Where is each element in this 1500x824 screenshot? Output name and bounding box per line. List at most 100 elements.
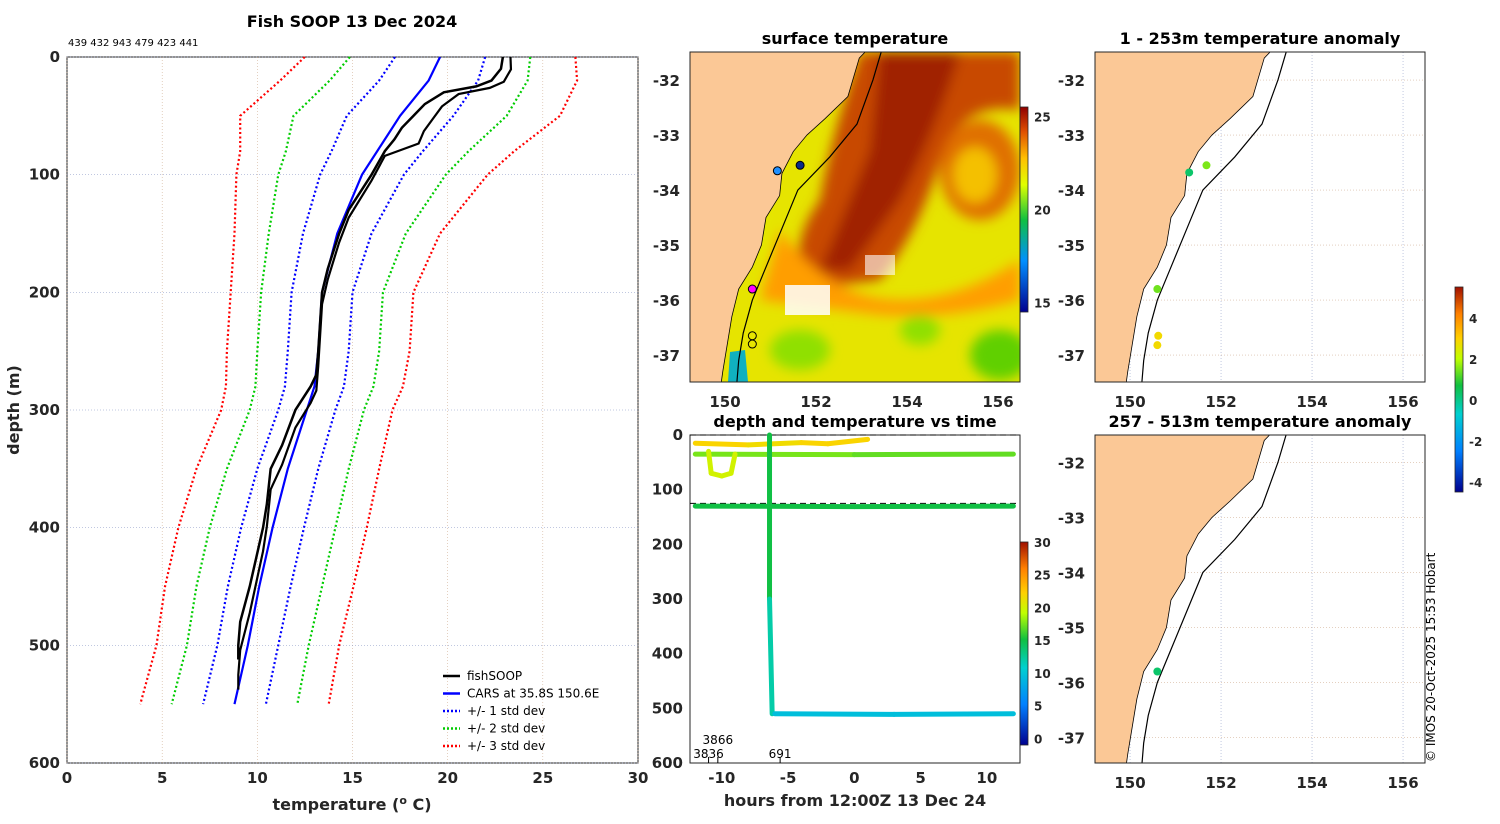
- anomaly-colorbar-tick: 0: [1469, 394, 1477, 408]
- land: [690, 52, 866, 382]
- temp-colorbar: [1019, 541, 1029, 746]
- annotation-label: 691: [769, 747, 792, 761]
- hours-tick-label: 10: [976, 769, 997, 787]
- depth-time-xlabel: hours from 12:00Z 13 Dec 24: [724, 791, 986, 810]
- anomaly-colorbar-tick: 2: [1469, 353, 1477, 367]
- annotation-label: 3866: [703, 733, 734, 747]
- temp-colorbar-tick: 30: [1034, 536, 1051, 550]
- x-tick-label: 30: [628, 769, 649, 787]
- std-dev-2-line: [170, 56, 351, 705]
- lat-tick-label: -35: [1058, 620, 1085, 638]
- std-dev-3-line: [327, 56, 579, 705]
- lat-tick-label: -32: [1058, 455, 1085, 473]
- x-tick-label: 25: [532, 769, 553, 787]
- anomaly-marker: [1153, 341, 1162, 350]
- profile-panel: Fish SOOP 13 Dec 2024 439 432 943 479 42…: [4, 12, 648, 814]
- hours-tick-label: 0: [849, 769, 859, 787]
- lat-tick-label: -33: [1058, 127, 1085, 145]
- anomaly-marker: [1154, 331, 1163, 340]
- temp-colorbar-tick: 15: [1034, 634, 1051, 648]
- temp-colorbar-tick: 5: [1034, 700, 1042, 714]
- legend-label: +/- 2 std dev: [467, 722, 545, 736]
- track-segment: [825, 436, 871, 447]
- temp-colorbar-tick: 0: [1034, 732, 1042, 746]
- lat-tick-label: -33: [1058, 510, 1085, 528]
- track-segment: [706, 448, 714, 476]
- track-segment: [851, 503, 1016, 510]
- land: [1095, 435, 1271, 763]
- lon-tick-label: 156: [1387, 393, 1418, 411]
- lat-tick-label: -32: [653, 72, 680, 90]
- sst-field: [690, 52, 1020, 382]
- lat-tick-label: -36: [1058, 292, 1085, 310]
- fishsoop-line: [237, 56, 505, 660]
- annotation-label: 3836: [693, 747, 724, 761]
- std-dev-3-line: [139, 56, 306, 705]
- lon-tick-label: 152: [1205, 774, 1236, 792]
- lat-tick-label: -36: [653, 292, 680, 310]
- anomaly-deep-title: 257 - 513m temperature anomaly: [1109, 412, 1412, 431]
- legend-label: +/- 1 std dev: [467, 704, 545, 718]
- anomaly-colorbar: [1454, 286, 1464, 493]
- lon-tick-label: 156: [1387, 774, 1418, 792]
- sst-title: surface temperature: [762, 29, 949, 48]
- anomaly-shallow-panel: 1 - 253m temperature anomaly 150 152 154 15…: [1058, 29, 1426, 411]
- lat-tick-label: -34: [653, 182, 680, 200]
- y-tick-label: 500: [29, 636, 60, 654]
- fishsoop-line-2: [237, 56, 513, 690]
- hours-tick-label: -5: [780, 769, 797, 787]
- lon-tick-label: 154: [1296, 774, 1327, 792]
- depth-tick-label: 0: [673, 426, 683, 444]
- track-segment: [891, 711, 1016, 717]
- track-segment: [692, 451, 857, 458]
- track-segment: [798, 440, 831, 447]
- anomaly-deep-panel: 257 - 513m temperature anomaly 150 152 154…: [1058, 412, 1426, 792]
- lon-tick-label: 150: [709, 393, 740, 411]
- depth-tick-label: 600: [652, 754, 683, 772]
- x-tick-label: 10: [247, 769, 268, 787]
- legend-label: fishSOOP: [467, 669, 522, 683]
- std-dev-1-line: [264, 56, 487, 705]
- track-segment: [745, 440, 804, 448]
- isobath-line: [1141, 52, 1287, 382]
- legend-label: CARS at 35.8S 150.6E: [467, 687, 599, 701]
- lat-tick-label: -37: [1058, 347, 1085, 365]
- profile-ylabel: depth (m): [4, 365, 23, 455]
- anomaly-colorbar-tick: 4: [1469, 312, 1477, 326]
- legend: fishSOOP CARS at 35.8S 150.6E +/- 1 std de…: [443, 669, 599, 753]
- lat-tick-label: -35: [1058, 237, 1085, 255]
- station-marker: [747, 284, 757, 294]
- profile-title: Fish SOOP 13 Dec 2024: [247, 12, 457, 31]
- lon-tick-label: 154: [891, 393, 922, 411]
- lon-tick-label: 156: [982, 393, 1013, 411]
- anomaly-colorbar-tick: -2: [1469, 435, 1482, 449]
- temp-colorbar-tick: 20: [1034, 601, 1051, 615]
- x-tick-label: 0: [62, 769, 72, 787]
- track-segment: [772, 711, 897, 717]
- y-tick-label: 300: [29, 401, 60, 419]
- temp-colorbar-tick: 25: [1034, 569, 1051, 583]
- depth-time-title: depth and temperature vs time: [713, 412, 996, 431]
- lat-tick-label: -34: [1058, 182, 1085, 200]
- x-tick-label: 20: [437, 769, 458, 787]
- lon-tick-label: 152: [1205, 393, 1236, 411]
- lat-tick-label: -36: [1058, 675, 1085, 693]
- y-tick-label: 600: [29, 754, 60, 772]
- depth-tick-label: 300: [652, 590, 683, 608]
- legend-label: +/- 3 std dev: [467, 739, 545, 753]
- sst-map-panel: surface temperature 150 152 154 156-32-3: [653, 29, 1051, 411]
- sst-colorbar-tick: 15: [1034, 297, 1051, 311]
- sst-colorbar-tick: 20: [1034, 204, 1051, 218]
- land: [1095, 52, 1271, 382]
- temp-colorbar-tick: 10: [1034, 667, 1051, 681]
- lat-tick-label: -37: [653, 347, 680, 365]
- isobath-line: [1141, 435, 1287, 763]
- lat-tick-label: -34: [1058, 565, 1085, 583]
- anomaly-shallow-title: 1 - 253m temperature anomaly: [1120, 29, 1401, 48]
- track-segment: [692, 440, 751, 448]
- lat-tick-label: -33: [653, 127, 680, 145]
- lat-tick-label: -37: [1058, 730, 1085, 748]
- station-marker: [795, 160, 805, 170]
- lon-tick-label: 152: [800, 393, 831, 411]
